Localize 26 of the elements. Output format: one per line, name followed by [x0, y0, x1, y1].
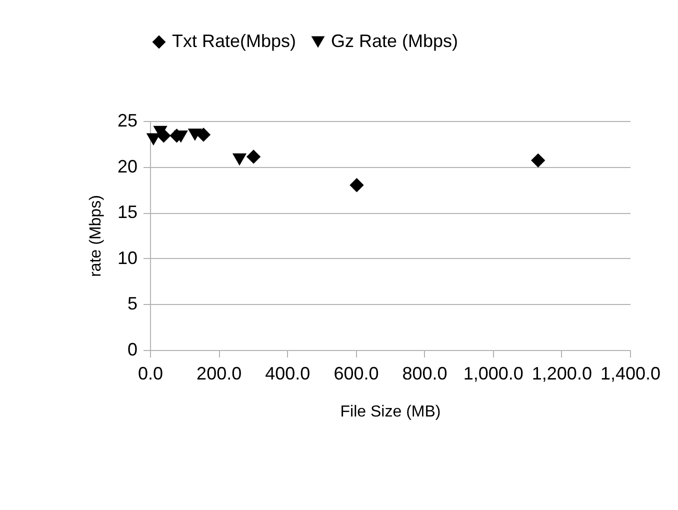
y-tick-label: 10 — [117, 248, 138, 268]
y-tick-label: 0 — [127, 340, 138, 360]
point — [196, 128, 211, 142]
point — [531, 153, 546, 168]
y-tick-label: 20 — [117, 156, 138, 176]
x-tick-label: 600.0 — [334, 364, 379, 384]
x-tick-label: 1,000.0 — [463, 364, 524, 384]
x-tick-label: 1,400.0 — [600, 364, 661, 384]
point — [174, 130, 188, 143]
point — [146, 133, 160, 146]
y-tick-label: 15 — [117, 202, 138, 222]
x-tick-label: 0.0 — [138, 364, 164, 384]
y-axis-title: rate (Mbps) — [87, 195, 104, 277]
x-tick-label: 200.0 — [196, 364, 242, 384]
legend-label: Txt Rate(Mbps) — [172, 31, 296, 51]
x-tick-label: 1,200.0 — [532, 364, 592, 384]
y-tick-label: 5 — [127, 294, 138, 314]
x-tick-label: 800.0 — [402, 364, 448, 384]
x-axis-title: File Size (MB) — [340, 404, 441, 420]
x-tick-label: 400.0 — [265, 364, 310, 384]
point — [350, 178, 364, 192]
y-tick-label: 25 — [117, 110, 138, 130]
legend-label: Gz Rate (Mbps) — [331, 31, 458, 51]
point — [232, 153, 247, 166]
point — [246, 150, 261, 164]
point — [188, 128, 202, 141]
